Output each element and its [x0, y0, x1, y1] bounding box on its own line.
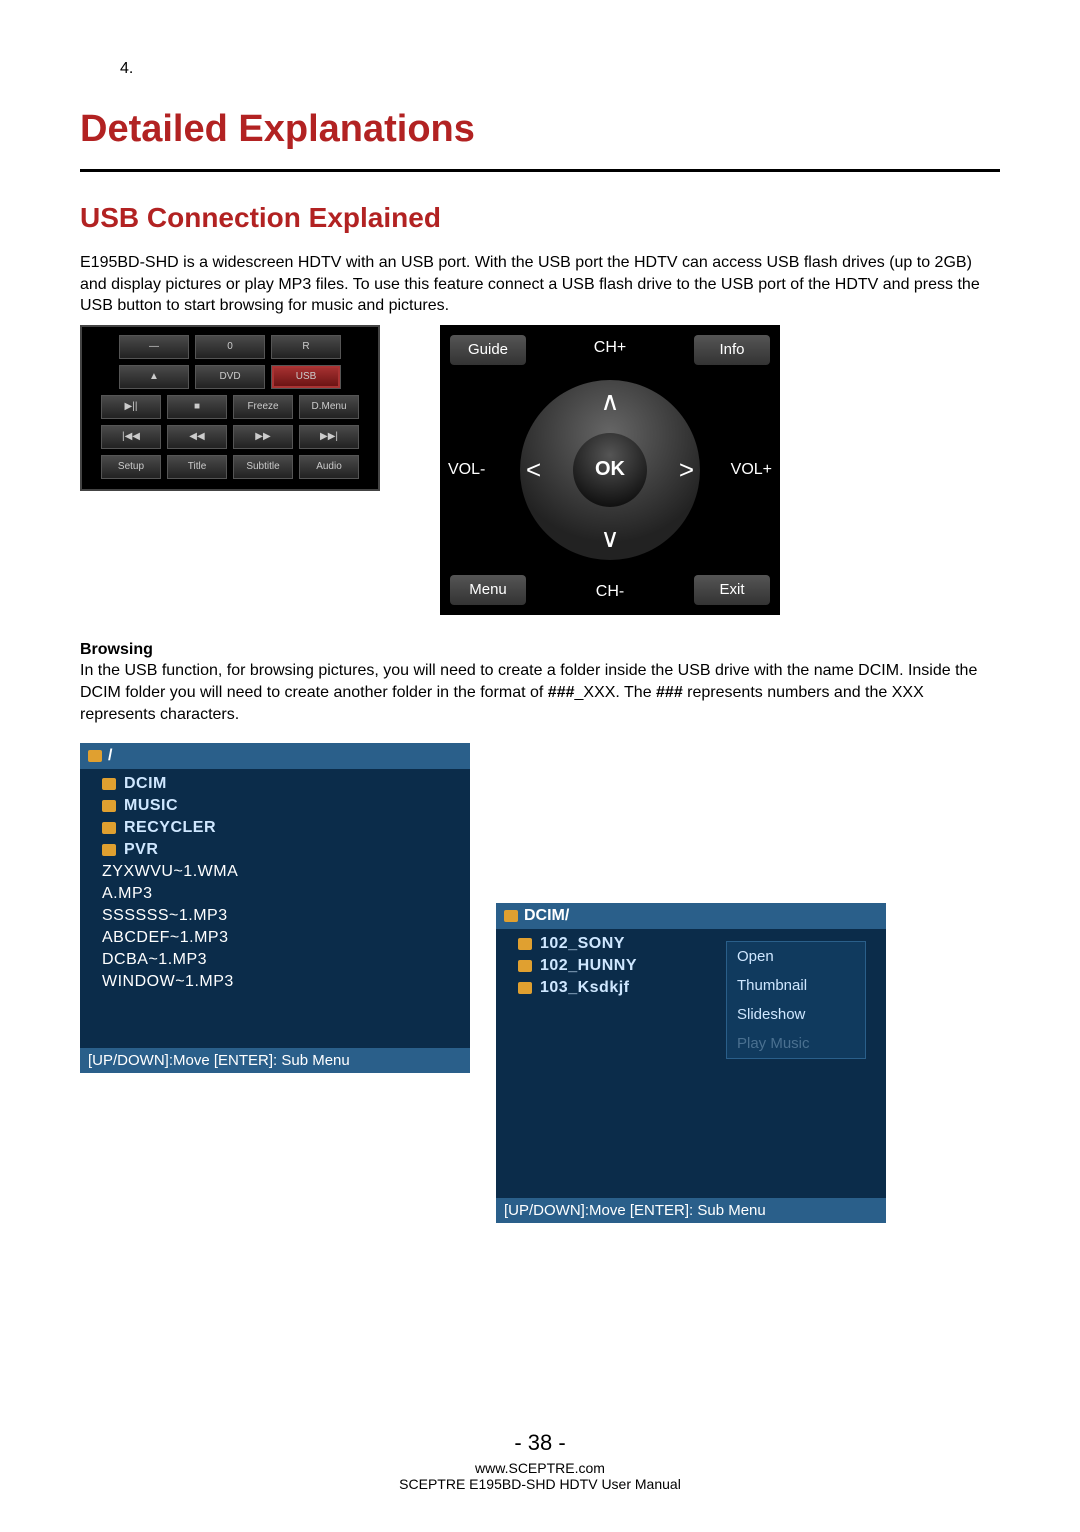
intro-paragraph: E195BD-SHD is a widescreen HDTV with an … — [80, 252, 1000, 317]
nav-vol-plus: VOL+ — [731, 461, 772, 479]
remote-btn-playpause: ▶|| — [101, 395, 161, 419]
file-item: A.MP3 — [80, 883, 470, 905]
remote-btn-audio: Audio — [299, 455, 359, 479]
fb2-header: DCIM/ — [496, 903, 886, 929]
item-label: 103_Ksdkjf — [540, 979, 630, 997]
remote-btn-dmenu: D.Menu — [299, 395, 359, 419]
fb2-footer: [UP/DOWN]:Move [ENTER]: Sub Menu — [496, 1198, 886, 1223]
nav-ch-plus: CH+ — [594, 339, 626, 357]
browsing-bold-1: ### — [548, 684, 575, 701]
item-label: 102_HUNNY — [540, 957, 637, 975]
browsing-heading: Browsing — [80, 641, 153, 658]
folder-item: RECYCLER — [80, 817, 470, 839]
nav-menu-button: Menu — [450, 575, 526, 605]
nav-right-arrow-icon: > — [679, 454, 694, 485]
section-title: Detailed Explanations — [80, 108, 1000, 151]
remote-grid-image: — 0 R ▲ DVD USB ▶|| ■ Freeze D.Menu |◀◀ … — [80, 325, 380, 491]
file-item: DCBA~1.MP3 — [80, 949, 470, 971]
context-menu: OpenThumbnailSlideshowPlay Music — [726, 941, 866, 1059]
remote-btn-eject: ▲ — [119, 365, 189, 389]
footer-url: www.SCEPTRE.com — [0, 1460, 1080, 1476]
nav-pad-image: Guide Info Menu Exit CH+ CH- VOL- VOL+ ∧… — [440, 325, 780, 615]
file-item: WINDOW~1.MP3 — [80, 971, 470, 993]
remote-btn-setup: Setup — [101, 455, 161, 479]
file-browser-root: / DCIM MUSIC RECYCLER PVR ZYXWVU~1.WMA A.MP3 S… — [80, 743, 470, 1073]
context-menu-item: Open — [727, 942, 865, 971]
browsing-text-mid: _XXX. The — [575, 684, 657, 701]
fb1-footer: [UP/DOWN]:Move [ENTER]: Sub Menu — [80, 1048, 470, 1073]
context-menu-item: Thumbnail — [727, 971, 865, 1000]
folder-icon — [102, 800, 116, 812]
images-row: — 0 R ▲ DVD USB ▶|| ■ Freeze D.Menu |◀◀ … — [80, 325, 1000, 615]
folder-icon — [102, 822, 116, 834]
fb1-list: DCIM MUSIC RECYCLER PVR ZYXWVU~1.WMA A.MP3 SSS… — [80, 769, 470, 997]
nav-down-arrow-icon: ∨ — [600, 523, 619, 554]
remote-btn-title: Title — [167, 455, 227, 479]
folder-item: PVR — [80, 839, 470, 861]
item-label: SSSSSS~1.MP3 — [102, 907, 228, 925]
remote-btn-rew: ◀◀ — [167, 425, 227, 449]
item-label: DCIM — [124, 775, 167, 793]
file-item: SSSSSS~1.MP3 — [80, 905, 470, 927]
fb2-path: DCIM/ — [524, 907, 569, 925]
fb1-path: / — [108, 747, 112, 765]
item-label: 102_SONY — [540, 935, 625, 953]
remote-btn-stop: ■ — [167, 395, 227, 419]
footer-manual-title: SCEPTRE E195BD-SHD HDTV User Manual — [0, 1476, 1080, 1492]
context-menu-item: Slideshow — [727, 1000, 865, 1029]
remote-btn-r: R — [271, 335, 341, 359]
folder-icon — [518, 938, 532, 950]
remote-btn-0: 0 — [195, 335, 265, 359]
footer-page-number: - 38 - — [0, 1430, 1080, 1456]
file-browser-dcim: DCIM/ 102_SONY 102_HUNNY 103_Ksdkjf OpenTh… — [496, 903, 886, 1223]
item-label: DCBA~1.MP3 — [102, 951, 207, 969]
nav-up-arrow-icon: ∧ — [600, 386, 619, 417]
remote-btn-subtitle: Subtitle — [233, 455, 293, 479]
folder-icon — [518, 960, 532, 972]
nav-ok-button: OK — [573, 433, 647, 507]
remote-btn-next: ▶▶| — [299, 425, 359, 449]
nav-guide-button: Guide — [450, 335, 526, 365]
file-item: ABCDEF~1.MP3 — [80, 927, 470, 949]
remote-btn-dvd: DVD — [195, 365, 265, 389]
context-menu-item: Play Music — [727, 1029, 865, 1058]
folder-icon — [518, 982, 532, 994]
folder-item: DCIM — [80, 773, 470, 795]
nav-vol-minus: VOL- — [448, 461, 485, 479]
folder-item: MUSIC — [80, 795, 470, 817]
section-rule — [80, 169, 1000, 172]
file-item: ZYXWVU~1.WMA — [80, 861, 470, 883]
remote-btn-prev: |◀◀ — [101, 425, 161, 449]
remote-btn-dash: — — [119, 335, 189, 359]
nav-ring: ∧ ∨ < > OK — [520, 380, 700, 560]
file-browsers-row: / DCIM MUSIC RECYCLER PVR ZYXWVU~1.WMA A.MP3 S… — [80, 743, 1000, 1223]
fb1-header: / — [80, 743, 470, 769]
remote-btn-fwd: ▶▶ — [233, 425, 293, 449]
page-number-top: 4. — [120, 60, 1000, 78]
folder-icon — [102, 844, 116, 856]
nav-ch-minus: CH- — [596, 583, 624, 601]
nav-exit-button: Exit — [694, 575, 770, 605]
nav-info-button: Info — [694, 335, 770, 365]
folder-icon — [88, 750, 102, 762]
item-label: ZYXWVU~1.WMA — [102, 863, 238, 881]
browsing-bold-2: ### — [656, 684, 683, 701]
item-label: MUSIC — [124, 797, 178, 815]
subsection-title: USB Connection Explained — [80, 202, 1000, 234]
folder-icon — [504, 910, 518, 922]
item-label: PVR — [124, 841, 158, 859]
nav-left-arrow-icon: < — [526, 454, 541, 485]
item-label: RECYCLER — [124, 819, 216, 837]
item-label: ABCDEF~1.MP3 — [102, 929, 228, 947]
page-footer: - 38 - www.SCEPTRE.com SCEPTRE E195BD-SH… — [0, 1430, 1080, 1492]
remote-btn-usb: USB — [271, 365, 341, 389]
browsing-paragraph: Browsing In the USB function, for browsi… — [80, 639, 1000, 725]
item-label: WINDOW~1.MP3 — [102, 973, 234, 991]
item-label: A.MP3 — [102, 885, 153, 903]
remote-btn-freeze: Freeze — [233, 395, 293, 419]
folder-icon — [102, 778, 116, 790]
